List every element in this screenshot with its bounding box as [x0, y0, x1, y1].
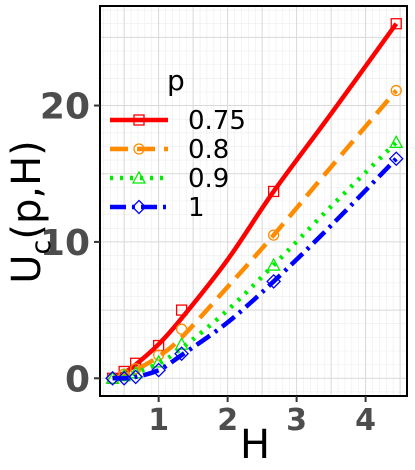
data-point-square — [390, 18, 402, 30]
legend-title: p — [167, 64, 185, 97]
data-point-diamond — [388, 151, 404, 167]
y-axis-title-subscript: c — [26, 240, 57, 255]
x-tick-label: 3 — [286, 403, 307, 438]
plot-panel-border — [99, 5, 408, 397]
series-1 — [106, 18, 402, 384]
data-point-square — [175, 304, 188, 316]
data-point-triangle — [266, 257, 281, 271]
data-point-circle — [175, 323, 188, 335]
grid-minor — [100, 6, 408, 396]
data-point-diamond — [266, 274, 282, 289]
data-point-square — [130, 357, 142, 369]
x-tick-label: 2 — [217, 403, 238, 438]
data-point-triangle — [151, 354, 166, 368]
series-line-4 — [112, 157, 398, 381]
series-layer — [105, 18, 404, 386]
series-line-2 — [112, 89, 398, 381]
legend-entry-1: 0.75 — [110, 106, 246, 136]
grid-major — [100, 6, 407, 396]
legend-entry-3: 0.9 — [110, 164, 229, 194]
legend-marker-square — [133, 114, 145, 126]
legend-entry-4: 1 — [110, 193, 205, 223]
legend-marker-diamond — [131, 199, 147, 215]
y-axis-title-main: U — [4, 254, 50, 283]
y-axis-title-tail: (p,H) — [4, 140, 50, 239]
x-tick-label: 1 — [148, 403, 169, 438]
legend-label: 1 — [188, 193, 205, 223]
legend-label: 0.9 — [188, 164, 229, 194]
series-line-3 — [112, 140, 398, 381]
legend-entry-2: 0.8 — [110, 135, 229, 165]
x-tick-label: 4 — [355, 403, 376, 438]
legend-label: 0.8 — [188, 135, 229, 165]
data-point-diamond — [116, 370, 132, 386]
legend-marker-triangle — [131, 170, 147, 184]
data-point-diamond — [128, 369, 144, 385]
y-tick-label: 10 — [40, 223, 90, 264]
legend: p 0.750.80.91 — [110, 64, 246, 223]
axis-ticks: 1 2 3 4 0 10 20 — [40, 87, 376, 438]
data-point-square — [267, 185, 280, 198]
x-axis-title: H — [240, 422, 270, 468]
data-point-triangle — [174, 336, 189, 350]
data-point-diamond — [151, 362, 167, 378]
legend-label: 0.75 — [188, 106, 246, 136]
data-point-triangle — [389, 135, 404, 149]
data-point-circle — [267, 229, 280, 241]
y-tick-label: 0 — [65, 359, 90, 400]
data-point-diamond — [105, 370, 121, 386]
data-point-circle — [152, 349, 165, 361]
y-tick-label: 20 — [40, 87, 90, 128]
y-axis-title: Uc(p,H) — [4, 140, 57, 284]
legend-marker-circle — [133, 143, 145, 155]
data-point-circle — [390, 84, 402, 97]
series-4 — [105, 151, 404, 386]
data-point-diamond — [174, 346, 190, 362]
